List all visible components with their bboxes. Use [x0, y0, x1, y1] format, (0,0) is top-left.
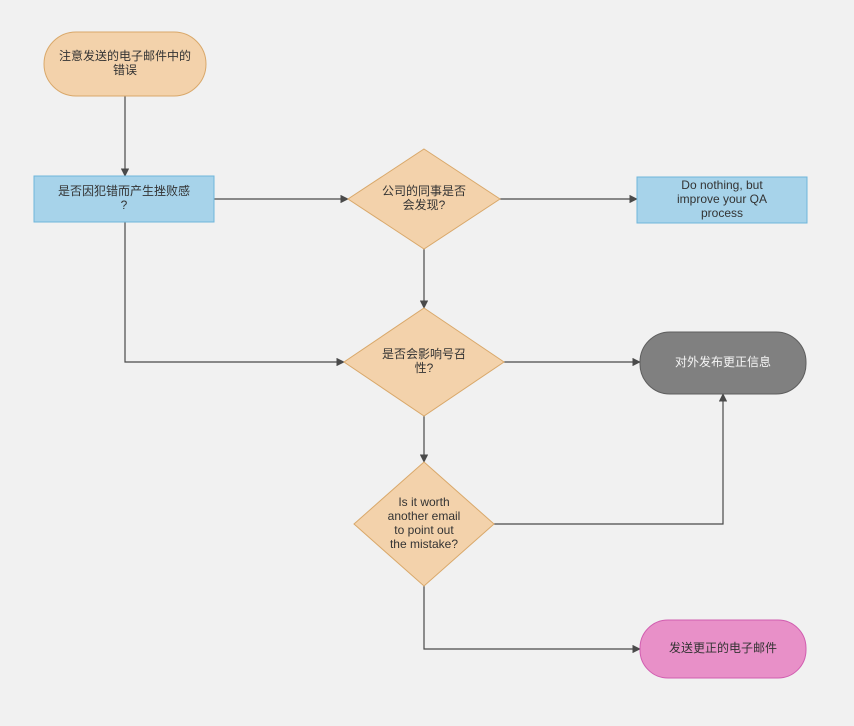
edge-d3-a3 [424, 586, 640, 649]
node-a3: 发送更正的电子邮件 [640, 620, 806, 678]
node-label-a2: 对外发布更正信息 [675, 354, 771, 369]
node-label-a3: 发送更正的电子邮件 [669, 640, 777, 655]
flowchart-canvas: 注意发送的电子邮件中的错误是否因犯错而产生挫败感? 公司的同事是否会发现? Do n… [0, 0, 854, 726]
nodes-group: 注意发送的电子邮件中的错误是否因犯错而产生挫败感? 公司的同事是否会发现? Do n… [34, 32, 807, 678]
node-d1: 公司的同事是否会发现? [348, 149, 500, 249]
edge-q1-d2 [125, 222, 344, 362]
node-a1: Do nothing, butimprove your QAprocess [637, 177, 807, 223]
node-a2: 对外发布更正信息 [640, 332, 806, 394]
node-d3: Is it worthanother emailto point outthe … [354, 462, 494, 586]
node-start: 注意发送的电子邮件中的错误 [44, 32, 206, 96]
edge-d3-a2 [494, 394, 723, 524]
node-d2: 是否会影响号召性? [344, 308, 504, 416]
node-q1: 是否因犯错而产生挫败感? [34, 176, 214, 222]
node-label-d3: Is it worthanother emailto point outthe … [388, 495, 461, 551]
